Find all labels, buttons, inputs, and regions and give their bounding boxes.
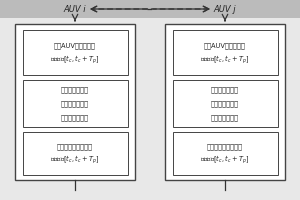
- Bar: [172, 80, 278, 127]
- Text: 邻近AUV的航行状态: 邻近AUV的航行状态: [204, 43, 246, 49]
- Text: 邻近AUV的航行状态: 邻近AUV的航行状态: [54, 43, 96, 49]
- Bar: [172, 132, 278, 175]
- Text: AUV i: AUV i: [64, 4, 86, 14]
- Text: 自身的最优控制序列: 自身的最优控制序列: [207, 144, 243, 150]
- Bar: [172, 30, 278, 75]
- Text: 自身的最优控制序列: 自身的最优控制序列: [57, 144, 93, 150]
- Text: AUV j: AUV j: [214, 4, 236, 14]
- Text: 自身的代价函数: 自身的代价函数: [211, 86, 239, 93]
- Text: 根据邻居和自身: 根据邻居和自身: [61, 114, 89, 121]
- Bar: [15, 24, 135, 180]
- Text: 的状态信息求解: 的状态信息求解: [211, 100, 239, 107]
- Bar: [0, 0, 300, 18]
- Bar: [165, 24, 285, 180]
- Text: 求得区间[$t_c,t_c+T_p$]: 求得区间[$t_c,t_c+T_p$]: [200, 154, 250, 166]
- Text: 预测区间[$t_c,t_c+T_p$]: 预测区间[$t_c,t_c+T_p$]: [50, 53, 100, 66]
- Text: 预测区间[$t_c,t_c+T_p$]: 预测区间[$t_c,t_c+T_p$]: [200, 53, 250, 66]
- Bar: [22, 80, 128, 127]
- Bar: [22, 30, 128, 75]
- Text: 求得区间[$t_c,t_c+T_p$]: 求得区间[$t_c,t_c+T_p$]: [50, 154, 100, 166]
- Text: 的状态信息求解: 的状态信息求解: [61, 100, 89, 107]
- Bar: [22, 132, 128, 175]
- Text: 自身的代价函数: 自身的代价函数: [61, 86, 89, 93]
- Text: 根据邻居和自身: 根据邻居和自身: [211, 114, 239, 121]
